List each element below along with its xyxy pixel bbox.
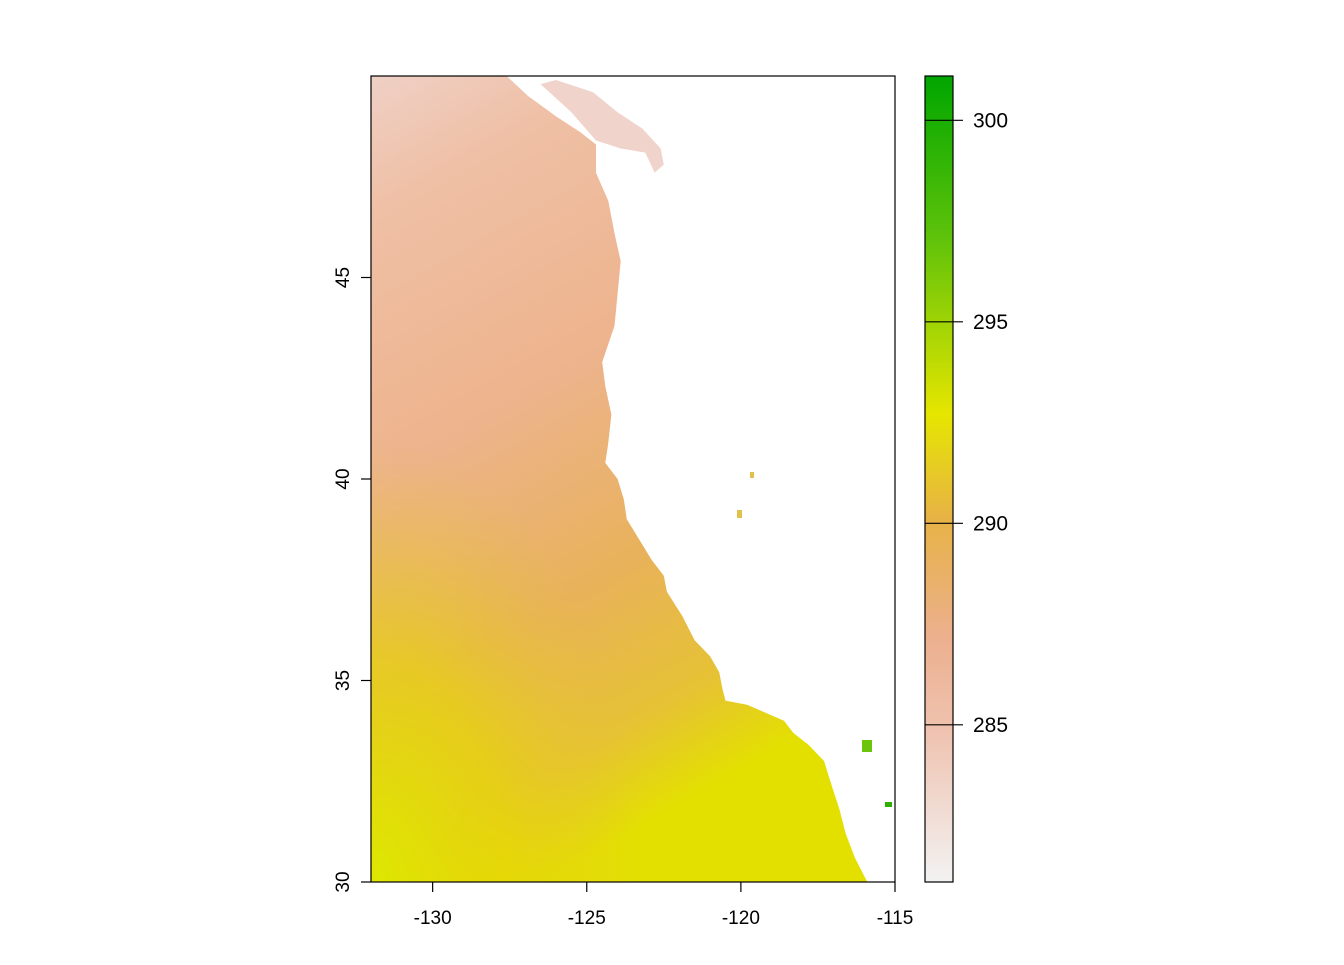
y-tick-label: 30 — [333, 871, 354, 892]
legend-ticks: 285 290 295 300 — [925, 109, 1008, 737]
legend-tick-label: 295 — [973, 311, 1008, 334]
warm-water-overlay — [371, 76, 868, 882]
x-tick-label: -125 — [568, 908, 606, 929]
legend-tick-label: 300 — [973, 109, 1008, 132]
island-patch-2 — [885, 802, 892, 807]
x-tick-label: -130 — [414, 908, 452, 929]
y-axis: 30 35 40 45 — [333, 267, 371, 893]
y-tick-label: 45 — [333, 267, 354, 288]
y-tick-label: 40 — [333, 468, 354, 489]
x-tick-label: -115 — [877, 908, 914, 929]
legend-colorbar — [924, 75, 954, 883]
y-tick-label: 35 — [333, 670, 354, 691]
x-axis: -130 -125 -120 -115 — [414, 882, 914, 929]
island-patch-1 — [862, 740, 872, 752]
legend-tick-label: 290 — [973, 512, 1008, 535]
salish-sea-raster — [540, 80, 664, 173]
x-tick-label: -120 — [722, 908, 760, 929]
lake-patch-1 — [750, 472, 754, 478]
lake-patch-2 — [737, 510, 742, 518]
legend-tick-label: 285 — [973, 714, 1008, 737]
